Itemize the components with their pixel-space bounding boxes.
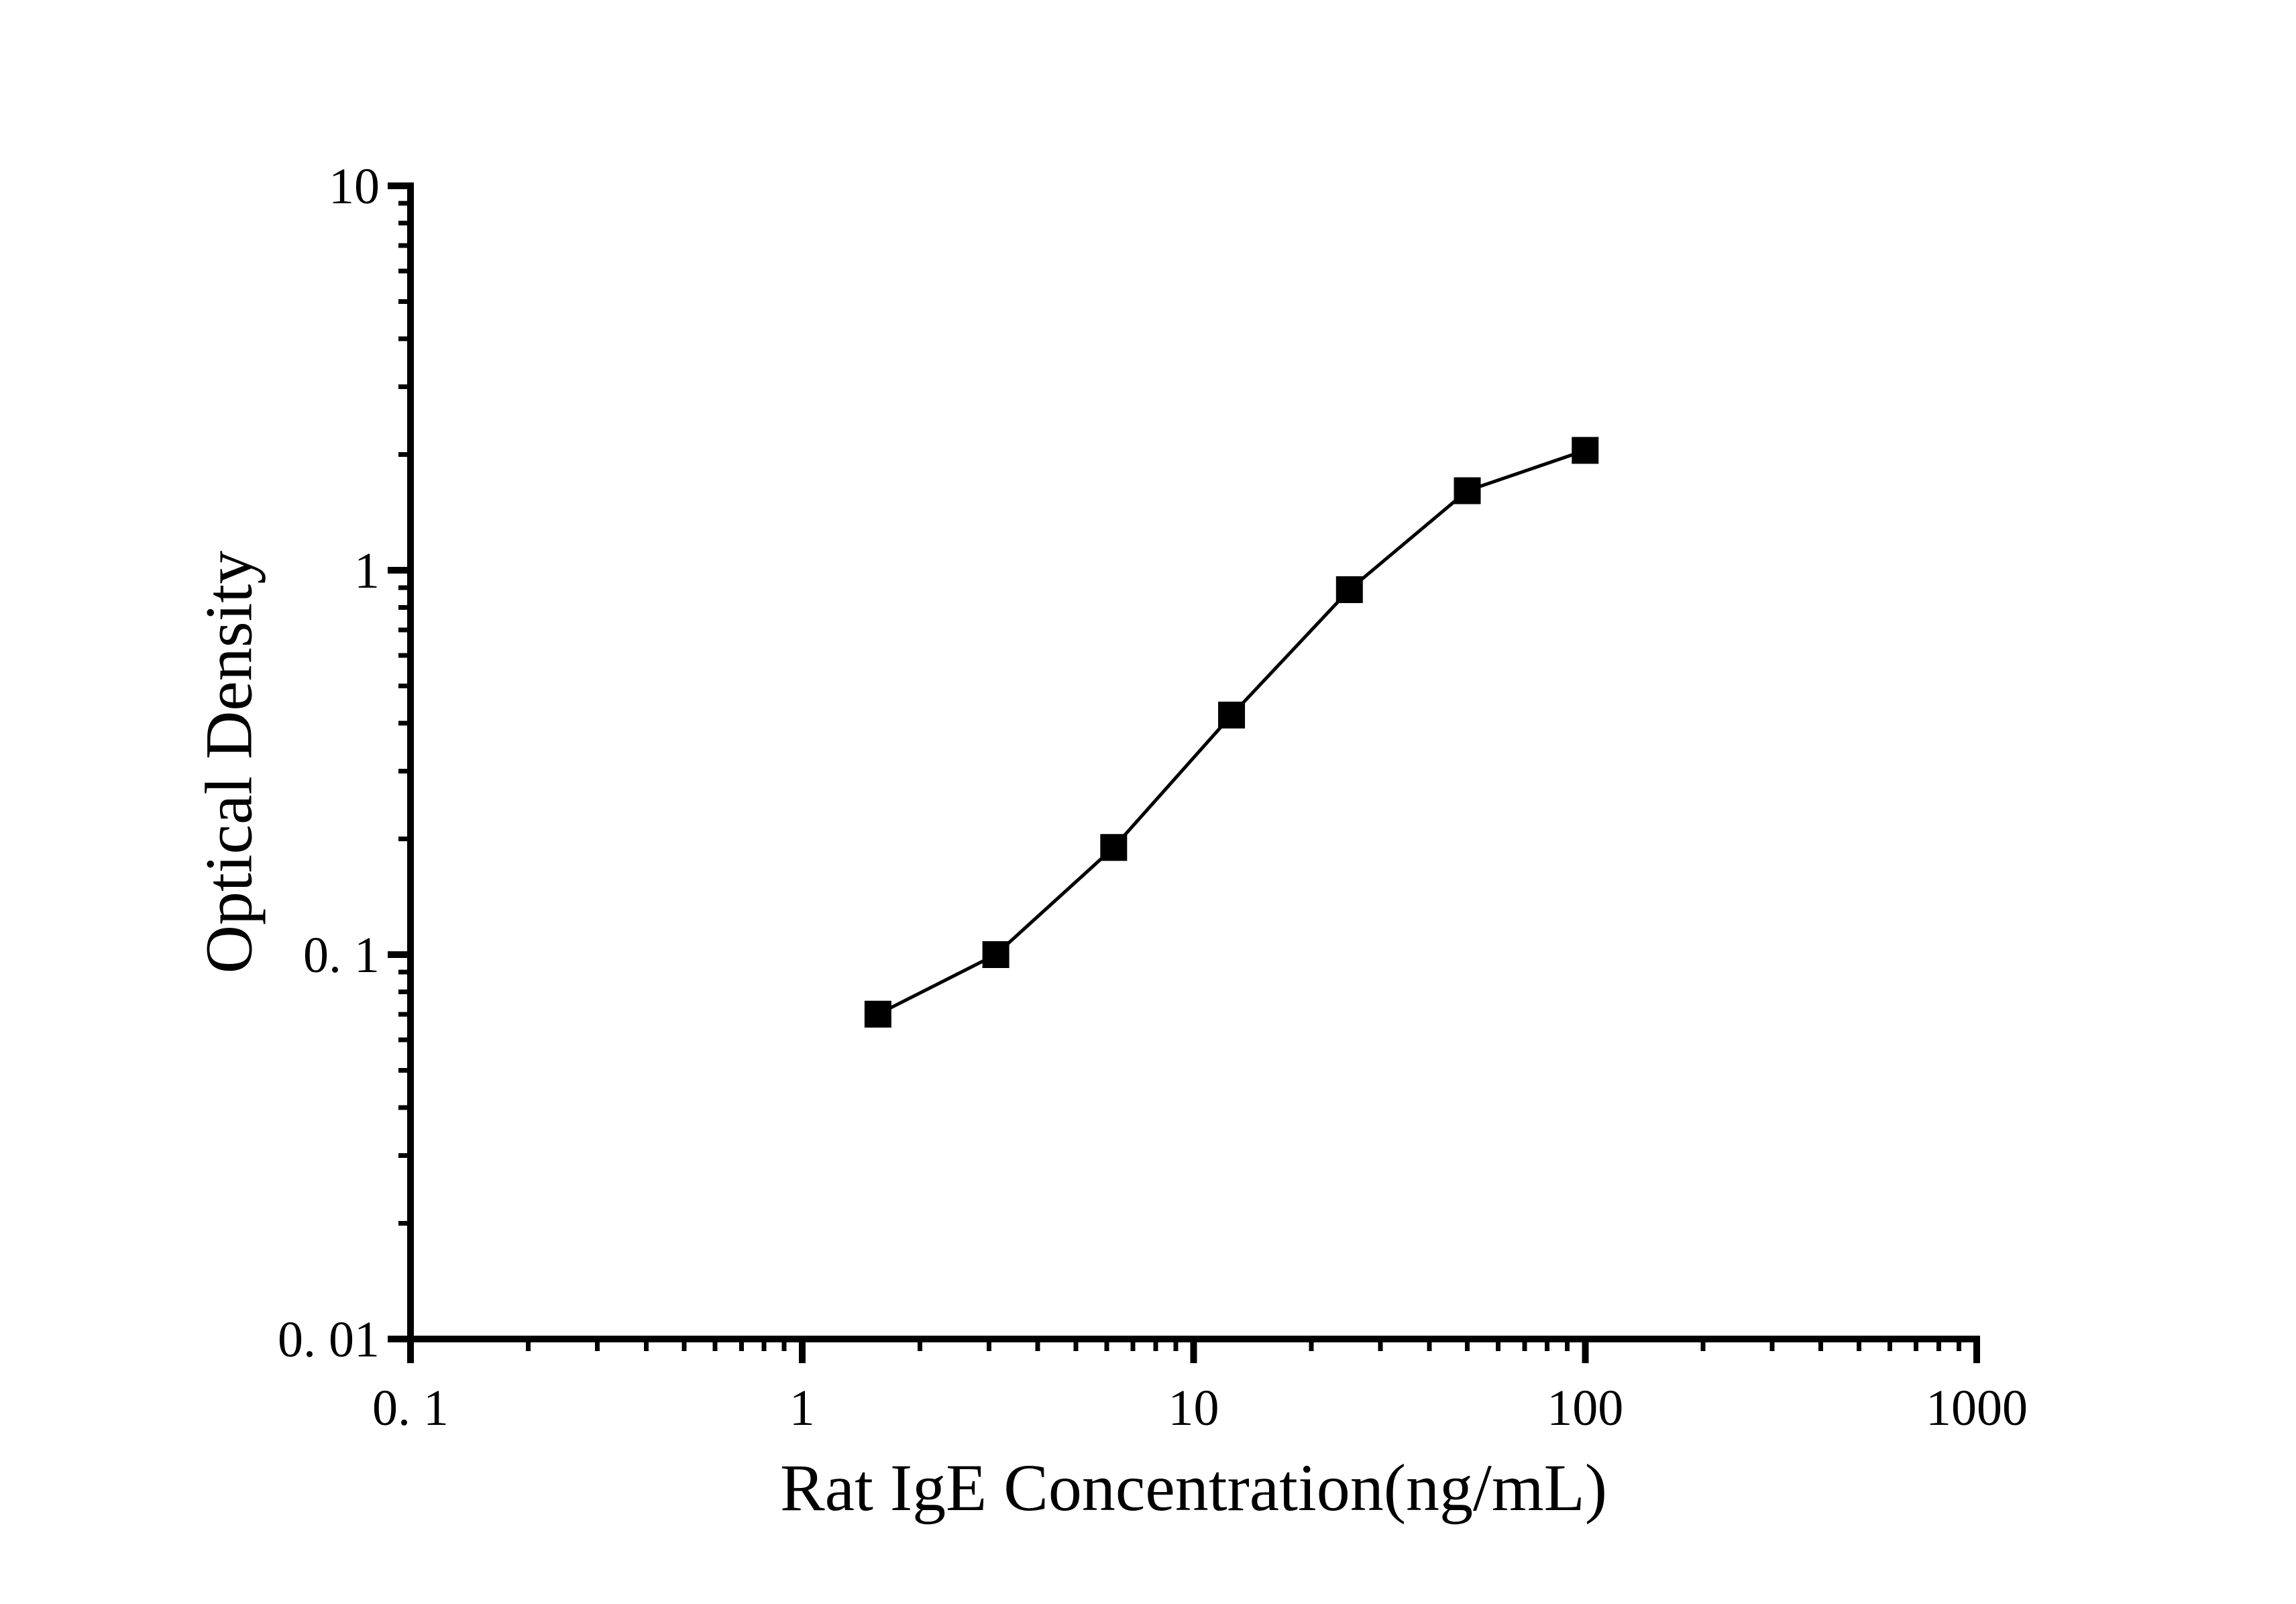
data-point-marker-5 — [1454, 477, 1481, 504]
y-tick-label-3: 0. 01 — [278, 1312, 380, 1368]
y-tick-label-1: 1 — [354, 543, 380, 599]
x-axis-title: Rat IgE Concentration(ng/mL) — [779, 1450, 1607, 1525]
x-tick-label-1: 1 — [789, 1380, 815, 1436]
series-line — [877, 449, 1586, 1016]
x-tick-label-4: 1000 — [1926, 1380, 2028, 1436]
data-point-marker-4 — [1335, 576, 1363, 603]
x-tick-label-2: 10 — [1168, 1380, 1219, 1436]
y-tick-label-2: 0. 1 — [303, 927, 380, 983]
x-tick-label-3: 100 — [1547, 1380, 1623, 1436]
data-point-marker-2 — [1100, 834, 1128, 861]
data-point-marker-3 — [1218, 701, 1246, 729]
y-axis-title: Optical Density — [191, 550, 266, 974]
data-point-marker-6 — [1572, 437, 1599, 464]
x-tick-label-0: 0. 1 — [372, 1380, 449, 1436]
data-point-marker-0 — [864, 1000, 891, 1028]
data-point-marker-1 — [982, 941, 1009, 968]
y-tick-label-0: 10 — [329, 158, 380, 215]
